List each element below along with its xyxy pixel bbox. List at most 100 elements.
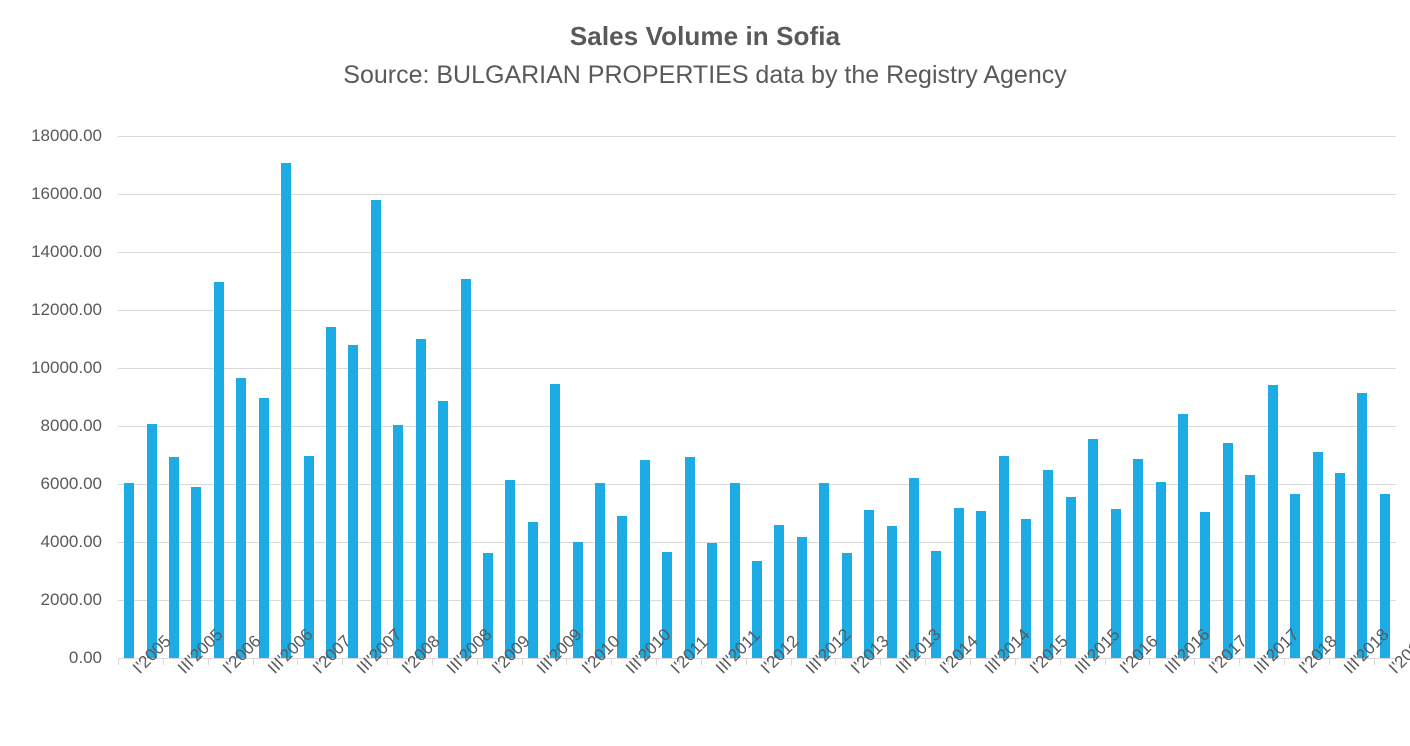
bar[interactable] (707, 543, 718, 658)
bar[interactable] (258, 398, 269, 658)
x-tick-mark (656, 658, 658, 665)
bar[interactable] (998, 456, 1009, 658)
bar[interactable] (1357, 393, 1368, 658)
bar[interactable] (774, 525, 785, 658)
x-axis-ticks (118, 658, 1397, 666)
bar[interactable] (953, 507, 964, 658)
x-tick-mark (790, 658, 792, 665)
bar[interactable] (796, 536, 807, 658)
bar[interactable] (639, 459, 650, 658)
x-tick-mark (1037, 658, 1039, 665)
chart-subtitle: Source: BULGARIAN PROPERTIES data by the… (343, 60, 1067, 89)
bar[interactable] (841, 553, 852, 658)
x-tick-mark (207, 658, 209, 665)
bar[interactable] (191, 486, 202, 658)
y-tick-label: 10000.00 (31, 358, 102, 377)
x-tick-mark (409, 658, 411, 665)
bar[interactable] (1088, 439, 1099, 658)
gridline (118, 368, 1396, 369)
x-tick-mark (835, 658, 837, 665)
x-tick-mark (544, 658, 545, 665)
x-tick-mark (1239, 658, 1241, 665)
y-tick-label: 4000.00 (40, 532, 102, 551)
bar[interactable] (438, 401, 449, 658)
bar[interactable] (819, 482, 830, 658)
bar[interactable] (1200, 511, 1211, 658)
bar[interactable] (1245, 475, 1256, 658)
bar[interactable] (213, 282, 224, 658)
x-tick-mark (700, 658, 702, 665)
bar[interactable] (1312, 451, 1323, 658)
y-tick-label: 8000.00 (40, 416, 102, 435)
x-tick-mark (1149, 658, 1151, 665)
bar[interactable] (931, 551, 942, 658)
gridline (118, 484, 1396, 485)
x-tick-mark (1194, 658, 1196, 665)
x-tick-mark (925, 658, 927, 665)
bar[interactable] (505, 479, 516, 658)
x-tick-mark (1396, 658, 1397, 665)
bar[interactable] (550, 383, 561, 658)
x-tick-mark (1216, 658, 1218, 665)
bar[interactable] (729, 482, 740, 658)
bar[interactable] (1379, 493, 1390, 658)
bar[interactable] (595, 482, 606, 658)
x-tick-mark (611, 658, 613, 665)
bar[interactable] (886, 526, 897, 658)
y-tick-label: 16000.00 (31, 184, 102, 203)
x-tick-mark (633, 658, 635, 665)
bar[interactable] (976, 510, 987, 658)
x-tick-mark (813, 658, 815, 665)
x-tick-mark (857, 658, 859, 665)
x-tick-mark (678, 658, 680, 665)
bar[interactable] (1178, 414, 1188, 658)
x-tick-mark (566, 658, 568, 665)
bar[interactable] (482, 553, 493, 658)
bar[interactable] (370, 199, 381, 658)
bar[interactable] (572, 542, 583, 658)
bar[interactable] (124, 483, 135, 658)
bar[interactable] (752, 561, 762, 658)
x-tick-mark (768, 658, 770, 665)
x-tick-mark (297, 658, 299, 665)
gridline (118, 426, 1396, 427)
bar[interactable] (1065, 496, 1076, 658)
bar[interactable] (393, 424, 404, 658)
bar[interactable] (864, 510, 875, 658)
x-axis: I'2005 III'2005 I'2006 III'2006 I'2007 III'20… (0, 625, 1410, 746)
bar[interactable] (1267, 385, 1278, 658)
bar[interactable] (662, 552, 673, 658)
bar[interactable] (1222, 442, 1233, 658)
x-tick-mark (970, 658, 971, 665)
bar[interactable] (1021, 519, 1032, 658)
bar[interactable] (281, 162, 292, 658)
bar[interactable] (908, 478, 919, 658)
bar[interactable] (169, 457, 180, 658)
bar[interactable] (415, 339, 426, 658)
x-tick-mark (745, 658, 747, 665)
bar[interactable] (684, 457, 695, 658)
bar[interactable] (1043, 469, 1054, 658)
x-tick-mark (118, 658, 119, 665)
bar[interactable] (146, 424, 157, 658)
x-tick-mark (274, 658, 276, 665)
bar[interactable] (1155, 481, 1166, 658)
gridline (118, 310, 1396, 311)
x-tick-mark (387, 658, 389, 665)
bar[interactable] (1334, 472, 1345, 658)
bar[interactable] (460, 279, 471, 658)
bar[interactable] (527, 522, 538, 658)
bar[interactable] (1290, 493, 1301, 658)
bar[interactable] (326, 326, 336, 658)
bar[interactable] (303, 456, 314, 658)
x-tick-mark (319, 658, 321, 665)
y-tick-label: 6000.00 (40, 474, 102, 493)
bar[interactable] (1110, 508, 1121, 658)
bar[interactable] (617, 516, 628, 658)
bar[interactable] (236, 378, 247, 658)
x-tick-mark (1306, 658, 1308, 665)
x-tick-mark (1104, 658, 1106, 665)
bar[interactable] (348, 345, 359, 658)
bar[interactable] (1133, 459, 1144, 658)
